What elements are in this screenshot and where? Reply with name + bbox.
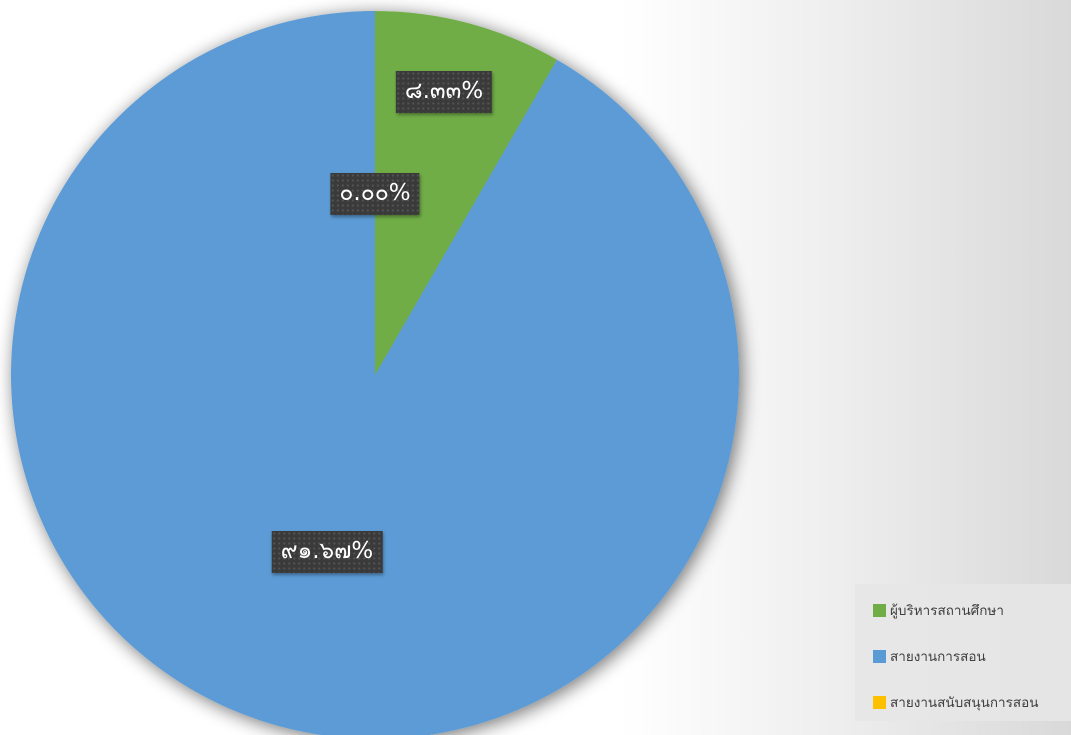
data-label-teaching-staff: ๙๑.๖๗% — [271, 531, 383, 573]
legend-swatch — [873, 695, 886, 709]
legend-label: ผู้บริหารสถานศึกษา — [890, 603, 1004, 619]
legend-swatch — [873, 649, 886, 663]
pie-slice-teaching-staff — [11, 11, 740, 735]
legend-label: สายงานการสอน — [890, 649, 986, 665]
chart-legend: ผู้บริหารสถานศึกษา สายงานการสอน สายงานสน… — [855, 584, 1071, 721]
data-label-support-staff: ๐.๐๐% — [330, 173, 420, 215]
legend-swatch — [873, 603, 886, 617]
legend-item-support-staff: สายงานสนับสนุนการสอน — [873, 690, 1071, 714]
data-label-administrators: ๘.๓๓% — [395, 71, 493, 113]
legend-label: สายงานสนับสนุนการสอน — [890, 695, 1039, 711]
legend-item-teaching-staff: สายงานการสอน — [873, 644, 1071, 668]
legend-item-administrators: ผู้บริหารสถานศึกษา — [873, 598, 1071, 622]
